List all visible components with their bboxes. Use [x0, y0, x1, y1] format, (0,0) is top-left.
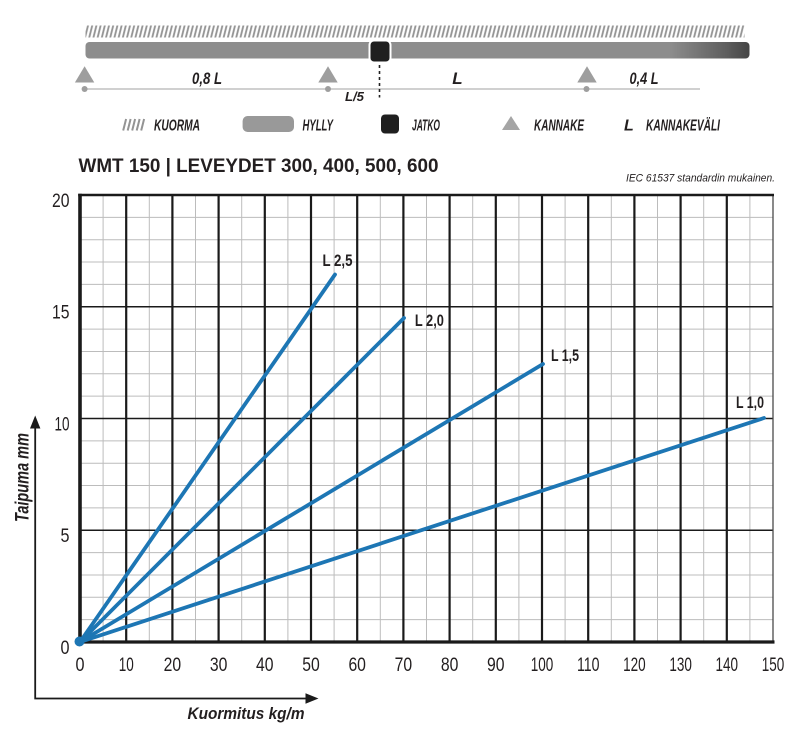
svg-text:JATKO: JATKO: [412, 118, 440, 135]
svg-text:110: 110: [577, 655, 600, 676]
svg-text:20: 20: [164, 655, 182, 676]
svg-text:80: 80: [441, 655, 459, 676]
svg-text:L 2,0: L 2,0: [415, 311, 444, 330]
svg-text:100: 100: [531, 655, 554, 676]
svg-text:KANNAKE: KANNAKE: [534, 118, 585, 135]
svg-text:90: 90: [487, 655, 505, 676]
svg-text:20: 20: [52, 191, 70, 212]
svg-text:L 1,0: L 1,0: [736, 393, 764, 412]
svg-text:150: 150: [762, 655, 785, 676]
svg-text:0,8 L: 0,8 L: [192, 69, 222, 88]
svg-text:120: 120: [623, 655, 646, 676]
svg-text:IEC 61537 standardin mukainen.: IEC 61537 standardin mukainen.: [626, 173, 775, 185]
svg-text:130: 130: [669, 655, 692, 676]
svg-text:KUORMA: KUORMA: [154, 118, 200, 135]
svg-text:Taipuma mm: Taipuma mm: [13, 433, 34, 522]
svg-text:70: 70: [395, 655, 413, 676]
svg-text:15: 15: [52, 303, 70, 324]
svg-text:10: 10: [119, 655, 134, 676]
svg-text:10: 10: [55, 414, 70, 435]
svg-text:140: 140: [716, 655, 739, 676]
svg-text:L/5: L/5: [345, 90, 365, 104]
svg-text:60: 60: [348, 655, 366, 676]
svg-text:Kuormitus kg/m: Kuormitus kg/m: [188, 704, 305, 723]
svg-text:L: L: [624, 118, 634, 135]
svg-text:L 1,5: L 1,5: [551, 346, 579, 365]
svg-text:5: 5: [61, 526, 70, 547]
svg-text:L 2,5: L 2,5: [323, 251, 353, 270]
svg-text:0,4 L: 0,4 L: [630, 69, 659, 88]
svg-text:L: L: [452, 69, 462, 88]
svg-text:0: 0: [61, 638, 70, 659]
svg-text:0: 0: [76, 655, 85, 676]
svg-text:KANNAKEVÄLI: KANNAKEVÄLI: [646, 117, 720, 135]
svg-text:HYLLY: HYLLY: [303, 118, 334, 135]
svg-text:WMT 150 | LEVEYDET 300, 400,: WMT 150 | LEVEYDET 300, 400, 500, 600: [79, 156, 439, 177]
svg-text:40: 40: [256, 655, 274, 676]
svg-text:50: 50: [302, 655, 320, 676]
svg-text:30: 30: [210, 655, 228, 676]
